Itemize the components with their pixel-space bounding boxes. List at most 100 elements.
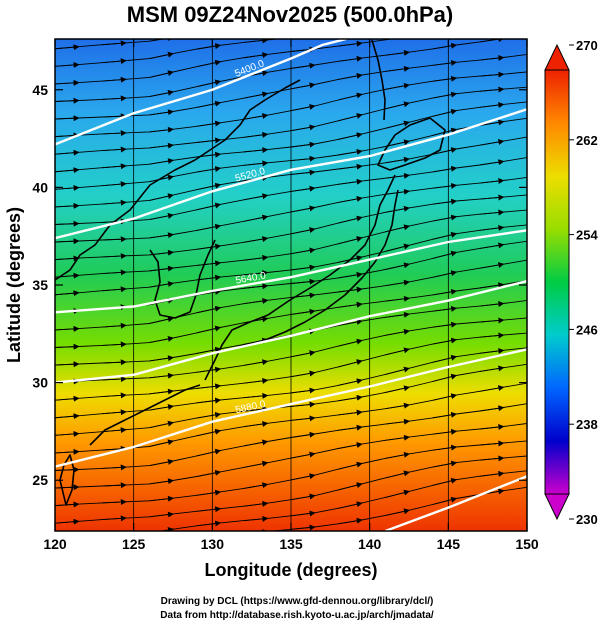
wind-arrow (432, 373, 458, 382)
colorbar-max-triangle (544, 43, 570, 71)
colorbar-tick-label: 262 (576, 133, 598, 148)
colorbar-tick-label: 254 (576, 228, 598, 243)
wind-arrow (385, 311, 410, 318)
wind-arrow (290, 370, 316, 378)
wind-arrow (102, 515, 127, 522)
wind-arrow (149, 420, 174, 429)
wind-arrow (243, 254, 269, 261)
wind-arrow (149, 478, 174, 485)
wind-arrow (55, 413, 80, 420)
wind-arrow (55, 325, 80, 332)
wind-arrow (243, 269, 269, 276)
wind-arrow (196, 366, 222, 373)
contour-label: 5640.0 (235, 270, 267, 286)
wind-arrow (102, 445, 127, 452)
wind-arrow (338, 286, 363, 293)
wind-arrow (55, 343, 80, 350)
wind-arrow (196, 274, 222, 281)
wind-arrow (102, 76, 127, 83)
wind-arrow (196, 325, 222, 334)
colorbar-body (544, 69, 570, 495)
colorbar-tick-label: 270 (576, 38, 598, 53)
wind-arrow (385, 65, 410, 72)
wind-arrow (432, 127, 458, 136)
wind-arrow (338, 301, 363, 308)
wind-arrow (149, 439, 174, 447)
wind-arrow (385, 328, 410, 336)
wind-arrow (149, 355, 174, 362)
wind-arrow (102, 58, 127, 65)
wind-arrow (55, 29, 79, 31)
coastline-kyushu-honshu (204, 174, 396, 381)
wind-arrow (196, 43, 222, 50)
wind-arrow (338, 40, 363, 47)
wind-arrow (338, 196, 363, 203)
wind-arrow (55, 79, 80, 86)
wind-arrow (338, 132, 363, 140)
wind-arrow (290, 227, 316, 235)
wind-arrow (243, 214, 269, 222)
wind-arrow (385, 418, 410, 425)
wind-arrow (55, 518, 80, 525)
wind-arrow (338, 28, 362, 32)
wind-arrow (243, 39, 269, 44)
streamline (55, 39, 394, 85)
wind-arrow (102, 482, 127, 489)
wind-arrow (385, 82, 410, 90)
wind-arrow (338, 394, 363, 402)
wind-arrow (102, 113, 127, 120)
wind-arrow (432, 321, 458, 328)
wind-arrow (102, 464, 127, 471)
wind-arrow (196, 305, 222, 314)
wind-arrow (196, 120, 222, 127)
wind-arrow (338, 461, 363, 470)
wind-arrow (290, 205, 316, 213)
wind-arrow (102, 392, 127, 399)
wind-arrow (479, 347, 505, 354)
wind-arrow (432, 288, 458, 296)
wind-arrow (385, 470, 410, 479)
height-contour (55, 39, 347, 146)
wind-arrow (479, 470, 505, 477)
wind-arrow (385, 347, 410, 356)
wind-arrow (479, 282, 505, 289)
wind-arrow (479, 139, 505, 146)
wind-arrow (385, 120, 410, 129)
wind-arrow (432, 337, 458, 345)
wind-arrow (102, 181, 127, 188)
wind-arrow (149, 316, 174, 324)
wind-arrow (243, 515, 269, 522)
x-tick-label: 130 (201, 536, 225, 552)
wind-arrow (385, 224, 410, 233)
wind-arrow (479, 39, 505, 43)
wind-arrow (290, 387, 316, 394)
wind-arrow (196, 397, 222, 404)
wind-arrow (479, 332, 505, 339)
wind-arrow (338, 359, 363, 368)
wind-arrow (149, 109, 174, 116)
wind-arrow (159, 527, 174, 531)
wind-arrow (243, 337, 269, 345)
wind-arrow (290, 510, 316, 517)
wind-arrow (432, 165, 458, 173)
wind-arrow (338, 72, 363, 80)
wind-arrow (102, 95, 127, 102)
wind-arrow (243, 113, 269, 120)
wind-arrow (102, 553, 126, 555)
wind-arrow (243, 421, 269, 428)
wind-arrow (432, 477, 458, 486)
wind-arrow (55, 361, 80, 368)
wind-arrow (432, 214, 458, 222)
wind-arrow (479, 440, 505, 447)
x-tick-label: 120 (43, 536, 67, 552)
wind-arrow (102, 359, 127, 366)
y-tick-label: 40 (32, 179, 48, 195)
wind-arrow (290, 124, 316, 132)
wind-arrow (149, 404, 174, 411)
wind-arrow (290, 401, 316, 408)
wind-arrow (149, 546, 173, 551)
wind-arrow (149, 174, 174, 183)
wind-arrow (149, 126, 174, 133)
y-axis-ticks: 25 30 35 40 45 (32, 82, 527, 488)
wind-arrow (432, 42, 458, 50)
